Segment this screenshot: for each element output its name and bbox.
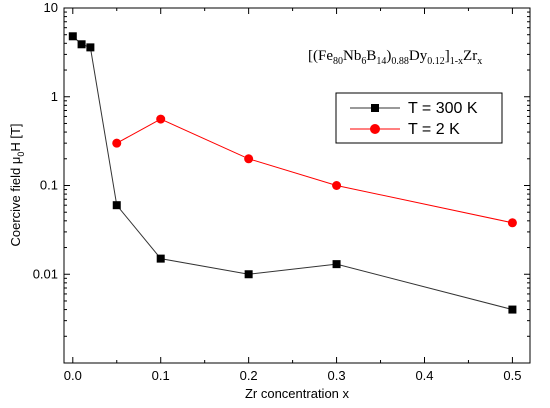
y-axis-title-main: Coercive field μ [8, 157, 23, 247]
legend-items: T = 300 K T = 2 K [350, 100, 478, 138]
formula-part: x [477, 56, 482, 67]
data-point [244, 270, 253, 279]
plot-area [63, 7, 531, 364]
data-point [112, 138, 122, 148]
formula-part: ] [445, 48, 450, 64]
data-point [156, 254, 165, 263]
y-tick-label: 0.01 [33, 266, 58, 281]
y-axis-title-sub: 0 [16, 152, 26, 157]
formula-part: 6 [361, 56, 366, 67]
legend-box [335, 92, 503, 144]
composition-formula: [(Fe80Nb6B14)0.88Dy0.12]1-xZrx [308, 48, 482, 67]
formula-part: 14 [376, 56, 386, 67]
formula-part: 1-x [450, 56, 463, 67]
x-tick-label: 0.3 [328, 368, 346, 383]
legend: T = 300 K T = 2 K [335, 92, 503, 144]
data-point [86, 43, 95, 52]
x-axis-title: Zr concentration x [245, 386, 350, 401]
legend-item: T = 300 K [350, 100, 478, 117]
x-tick-label: 0.4 [415, 368, 433, 383]
formula-part: [(Fe [308, 48, 333, 64]
data-point [332, 260, 341, 269]
formula-part: 80 [333, 56, 343, 67]
series-2 [112, 114, 517, 228]
data-point [507, 218, 517, 228]
y-tick-label: 10 [44, 0, 58, 15]
series-layer [68, 32, 517, 314]
x-tick-labels: 0.0 0.1 0.2 0.3 0.4 0.5 [64, 368, 522, 383]
legend-label: T = 300 K [408, 100, 478, 117]
x-tick-label: 0.5 [503, 368, 521, 383]
formula-part: 0.88 [391, 56, 409, 67]
y-tick-labels: 0.01 0.1 1 10 [33, 0, 58, 281]
y-axis-title-unit: H [T] [8, 123, 23, 151]
series-1 [68, 32, 517, 314]
data-point [156, 114, 166, 124]
formula-part: ) [386, 48, 391, 64]
x-tick-label: 0.2 [240, 368, 258, 383]
formula-part: Zr [463, 48, 477, 64]
y-tick-label: 1 [51, 89, 58, 104]
x-tick-label: 0.1 [152, 368, 170, 383]
data-point [508, 305, 517, 314]
data-point [332, 181, 342, 190]
y-tick-label: 0.1 [40, 178, 58, 193]
legend-marker [371, 104, 379, 112]
data-point [68, 32, 77, 41]
formula-part: Nb [343, 48, 361, 64]
formula-part: 0.12 [427, 56, 445, 67]
legend-item: T = 2 K [350, 121, 460, 138]
formula-part: B [366, 48, 376, 64]
formula-part: Dy [409, 48, 428, 64]
data-point [244, 154, 254, 164]
axis-ticks [64, 7, 530, 364]
y-axis-title: Coercive field μ0H [T] [8, 123, 26, 246]
data-point [112, 201, 121, 210]
x-tick-label: 0.0 [64, 368, 82, 383]
legend-marker [370, 124, 380, 134]
legend-label: T = 2 K [408, 121, 460, 138]
data-point [77, 40, 86, 49]
